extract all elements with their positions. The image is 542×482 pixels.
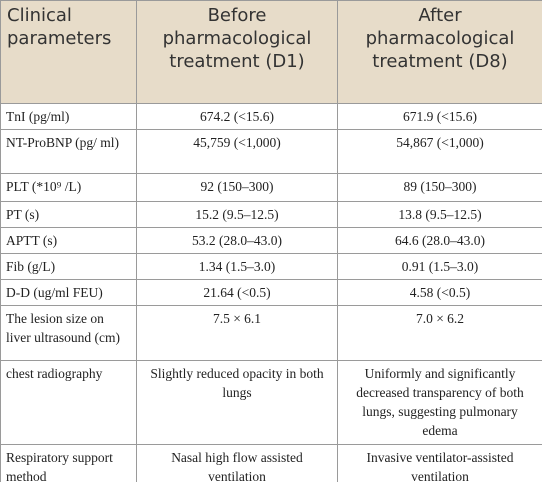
table-cell: Nasal high flow assisted ventilation [136,444,338,482]
table-cell: 7.0 × 6.2 [337,305,542,361]
table-cell: D-D (ug/ml FEU) [0,279,137,306]
table-row: D-D (ug/ml FEU) 21.64 (<0.5) 4.58 (<0.5) [0,279,542,306]
table-cell: TnI (pg/ml) [0,103,137,130]
table-cell: 45,759 (<1,000) [136,129,338,174]
table-cell: 0.91 (1.5–3.0) [337,253,542,280]
table-row: The lesion size on liver ultrasound (cm)… [0,305,542,361]
table-cell: The lesion size on liver ultrasound (cm) [0,305,137,361]
table-cell: APTT (s) [0,227,137,254]
header-cell: After pharmacological treatment (D8) [337,0,542,104]
table-row: Respiratory support method Nasal high flo… [0,444,542,482]
table-cell: 15.2 (9.5–12.5) [136,201,338,228]
table-cell: Invasive ventilator-assisted ventilation [337,444,542,482]
table-row: PT (s) 15.2 (9.5–12.5) 13.8 (9.5–12.5) [0,201,542,228]
header-row: Clinical parameters Before pharmacologica… [0,0,542,104]
table-cell: chest radiography [0,360,137,445]
table-cell: 4.58 (<0.5) [337,279,542,306]
table-row: TnI (pg/ml) 674.2 (<15.6) 671.9 (<15.6) [0,103,542,130]
table-cell: 92 (150–300) [136,173,338,202]
header-cell: Clinical parameters [0,0,137,104]
table-cell: PLT (*10⁹ /L) [0,173,137,202]
table-cell: Fib (g/L) [0,253,137,280]
table-row: NT-ProBNP (pg/ ml) 45,759 (<1,000) 54,867 … [0,129,542,174]
table-cell: Uniformly and significantly decreased tr… [337,360,542,445]
table-cell: Slightly reduced opacity in both lungs [136,360,338,445]
table-row: APTT (s) 53.2 (28.0–43.0) 64.6 (28.0–43.0) [0,227,542,254]
table-row: chest radiography Slightly reduced opacit… [0,360,542,445]
table-row: Fib (g/L) 1.34 (1.5–3.0) 0.91 (1.5–3.0) [0,253,542,280]
table-cell: PT (s) [0,201,137,228]
table-cell: 89 (150–300) [337,173,542,202]
table-row: PLT (*10⁹ /L) 92 (150–300) 89 (150–300) [0,173,542,202]
table-cell: 21.64 (<0.5) [136,279,338,306]
table-cell: 54,867 (<1,000) [337,129,542,174]
table-cell: NT-ProBNP (pg/ ml) [0,129,137,174]
table-cell: Respiratory support method [0,444,137,482]
table-cell: 1.34 (1.5–3.0) [136,253,338,280]
header-cell: Before pharmacological treatment (D1) [136,0,338,104]
table-cell: 7.5 × 6.1 [136,305,338,361]
table-cell: 671.9 (<15.6) [337,103,542,130]
table-cell: 13.8 (9.5–12.5) [337,201,542,228]
table-cell: 674.2 (<15.6) [136,103,338,130]
table-body: TnI (pg/ml) 674.2 (<15.6) 671.9 (<15.6) NT-… [0,103,542,482]
table-cell: 53.2 (28.0–43.0) [136,227,338,254]
table-cell: 64.6 (28.0–43.0) [337,227,542,254]
